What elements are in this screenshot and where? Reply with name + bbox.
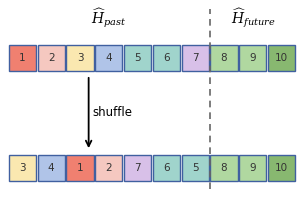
Bar	[95, 155, 123, 181]
Text: 2: 2	[48, 53, 54, 63]
Bar	[268, 155, 295, 181]
Text: 4: 4	[48, 163, 54, 173]
Bar	[210, 45, 238, 71]
Bar	[9, 155, 36, 181]
Bar	[210, 155, 238, 181]
Bar	[268, 45, 295, 71]
Text: shuffle: shuffle	[93, 106, 133, 120]
Text: 5: 5	[192, 163, 199, 173]
Bar	[153, 155, 180, 181]
Text: 8: 8	[221, 163, 227, 173]
Text: 7: 7	[134, 163, 141, 173]
Text: 4: 4	[105, 53, 112, 63]
Bar	[181, 45, 209, 71]
Text: 7: 7	[192, 53, 199, 63]
Text: 6: 6	[163, 53, 170, 63]
Text: 5: 5	[134, 53, 141, 63]
Bar	[124, 155, 151, 181]
Text: $\widehat{H}_{past}$: $\widehat{H}_{past}$	[91, 6, 126, 30]
Text: 9: 9	[250, 53, 256, 63]
Bar	[124, 45, 151, 71]
Text: 3: 3	[19, 163, 26, 173]
Text: 6: 6	[163, 163, 170, 173]
Bar	[38, 45, 65, 71]
Text: $\widehat{H}_{future}$: $\widehat{H}_{future}$	[230, 6, 275, 30]
Bar	[239, 155, 266, 181]
Bar	[66, 45, 94, 71]
Bar	[38, 155, 65, 181]
Text: 9: 9	[250, 163, 256, 173]
Text: 3: 3	[77, 53, 83, 63]
Text: 1: 1	[77, 163, 83, 173]
Text: 2: 2	[105, 163, 112, 173]
Bar	[9, 45, 36, 71]
Bar	[153, 45, 180, 71]
Bar	[181, 155, 209, 181]
Bar	[95, 45, 123, 71]
Bar	[66, 155, 94, 181]
Text: 8: 8	[221, 53, 227, 63]
Bar	[239, 45, 266, 71]
Text: 10: 10	[275, 163, 288, 173]
Text: 1: 1	[19, 53, 26, 63]
Text: 10: 10	[275, 53, 288, 63]
